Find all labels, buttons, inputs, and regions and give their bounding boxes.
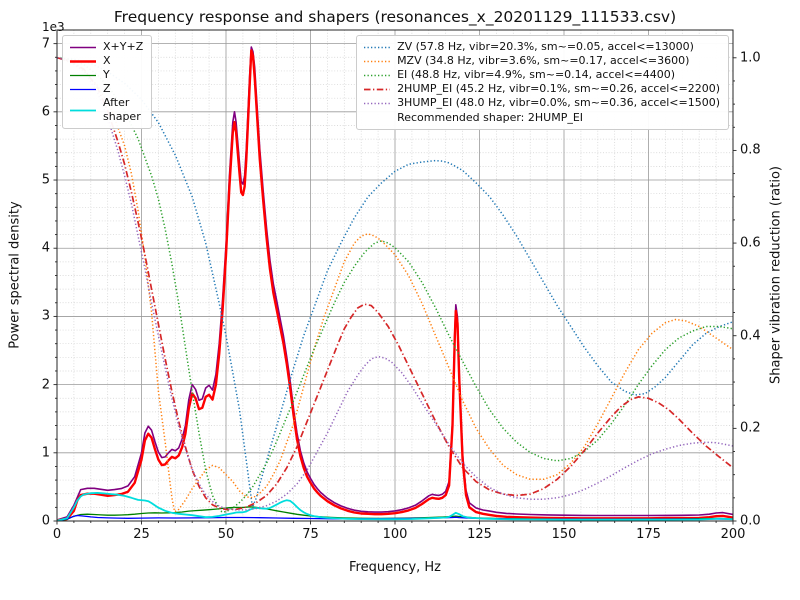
- x-tick-label: 75: [302, 527, 319, 542]
- y-right-tick-label: 0.0: [740, 513, 761, 529]
- legend-item-y: Y: [69, 68, 143, 82]
- right-y-axis-label: Shaper vibration reduction (ratio): [768, 166, 784, 384]
- curve-mzv: [57, 57, 733, 513]
- ei-line-sample-icon: [364, 74, 391, 76]
- after-shaper-line-sample-icon: [70, 109, 96, 112]
- curve-ei: [57, 57, 733, 513]
- x-axis-label: Frequency, Hz: [348, 560, 442, 575]
- y-left-tick-label: 2: [41, 377, 50, 393]
- mzv-line-sample-icon: [364, 60, 391, 62]
- x-tick-label: 150: [551, 527, 577, 542]
- shaper-legend: ZV (57.8 Hz, vibr=20.3%, sm~=0.05, accel…: [356, 35, 729, 131]
- x-tick-label: 100: [382, 527, 408, 542]
- legend-label-y: Y: [103, 68, 110, 82]
- x-tick-label: 0: [52, 527, 62, 542]
- y-left-tick-label: 4: [41, 240, 50, 256]
- y-left-tick-label: 7: [41, 36, 50, 52]
- x-tick-label: 125: [467, 527, 492, 542]
- x-tick-label: 25: [133, 527, 150, 542]
- y-right-tick-label: 1.0: [740, 50, 761, 66]
- shaper-legend-items: ZV (57.8 Hz, vibr=20.3%, sm~=0.05, accel…: [363, 40, 720, 110]
- y-right-tick-label: 0.6: [740, 235, 761, 251]
- x-line-sample-icon: [70, 59, 96, 63]
- left-y-axis-label: Power spectral density: [7, 201, 23, 349]
- x-y-z-line-sample-icon: [70, 46, 96, 48]
- y-right-tick-label: 0.2: [740, 420, 761, 436]
- legend-item-mzv: MZV (34.8 Hz, vibr=3.6%, sm~=0.17, accel…: [363, 54, 720, 68]
- recommended-shaper-note: Recommended shaper: 2HUMP_EI: [397, 111, 584, 125]
- legend-item-3hump-ei: 3HUMP_EI (48.0 Hz, vibr=0.0%, sm~=0.36, …: [363, 96, 720, 110]
- legend-label-after-shaper: After shaper: [103, 96, 141, 124]
- legend-item-x: X: [69, 54, 143, 68]
- legend-label-3hump-ei: 3HUMP_EI (48.0 Hz, vibr=0.0%, sm~=0.36, …: [397, 96, 720, 110]
- legend-item-2hump-ei: 2HUMP_EI (45.2 Hz, vibr=0.1%, sm~=0.26, …: [363, 82, 720, 96]
- y-left-tick-label: 3: [41, 308, 50, 324]
- y-left-tick-label: 0: [41, 513, 50, 529]
- chart-title: Frequency response and shapers (resonanc…: [113, 8, 677, 26]
- curve-after-shaper: [57, 492, 733, 521]
- legend-item-after-shaper: After shaper: [69, 96, 143, 124]
- 3hump-ei-line-sample-icon: [364, 102, 391, 105]
- x-tick-label: 175: [636, 527, 661, 542]
- legend-label-z: Z: [103, 82, 111, 96]
- x-tick-label: 50: [217, 527, 235, 542]
- legend-label-x-y-z: X+Y+Z: [103, 40, 144, 53]
- x-tick-label: 200: [720, 527, 746, 542]
- zv-line-sample-icon: [364, 46, 391, 48]
- y-left-tick-label: 5: [41, 172, 50, 188]
- y-right-tick-label: 0.8: [740, 142, 761, 158]
- legend-label-mzv: MZV (34.8 Hz, vibr=3.6%, sm~=0.17, accel…: [397, 54, 690, 68]
- y-left-tick-label: 6: [41, 104, 50, 120]
- legend-label-zv: ZV (57.8 Hz, vibr=20.3%, sm~=0.05, accel…: [397, 40, 694, 53]
- legend-item-x-y-z: X+Y+Z: [69, 40, 143, 54]
- curve-3hump-ei: [57, 57, 733, 511]
- legend-item-ei: EI (48.8 Hz, vibr=4.9%, sm~=0.14, accel<…: [363, 68, 720, 82]
- y-right-tick-label: 0.4: [740, 328, 761, 344]
- legend-label-2hump-ei: 2HUMP_EI (45.2 Hz, vibr=0.1%, sm~=0.26, …: [397, 82, 720, 96]
- legend-item-z: Z: [69, 82, 143, 96]
- legend-label-ei: EI (48.8 Hz, vibr=4.9%, sm~=0.14, accel<…: [397, 68, 676, 82]
- psd-legend: X+Y+Z X Y Z After shaper: [62, 35, 153, 130]
- y-left-tick-label: 1: [41, 445, 50, 461]
- curve-x: [57, 49, 733, 521]
- y-axis-offset-label: 1e3: [42, 20, 65, 34]
- curve-2hump-ei: [57, 56, 733, 511]
- legend-label-x: X: [103, 54, 111, 68]
- y-line-sample-icon: [70, 74, 96, 76]
- z-line-sample-icon: [70, 88, 96, 90]
- legend-item-zv: ZV (57.8 Hz, vibr=20.3%, sm~=0.05, accel…: [363, 40, 720, 54]
- 2hump-ei-line-sample-icon: [364, 88, 391, 91]
